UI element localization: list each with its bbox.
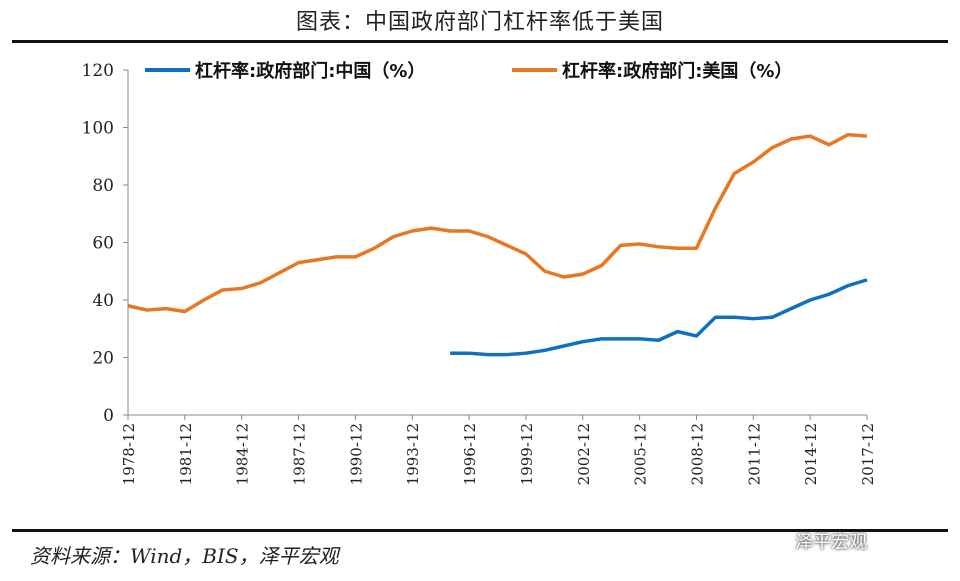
bottom-rule [12,529,948,532]
x-tick-label: 1993-12 [404,423,422,485]
watermark: 泽平宏观 [795,532,867,553]
x-tick-label: 2017-12 [859,423,877,485]
source-note: 资料来源：Wind，BIS，泽平宏观 [30,544,339,568]
x-tick-label: 1984-12 [234,423,252,485]
x-tick-label: 1978-12 [120,423,138,485]
x-tick-label: 2011-12 [745,423,763,485]
top-rule [12,40,948,43]
x-tick-label: 1996-12 [461,423,479,485]
x-tick-label: 1999-12 [518,423,536,485]
y-tick-label: 120 [82,61,114,81]
chart-title: 图表：中国政府部门杠杆率低于美国 [295,10,664,35]
y-tick-label: 80 [92,176,114,196]
x-tick-label: 2002-12 [575,423,593,485]
y-tick-label: 40 [92,291,114,311]
x-tick-label: 2005-12 [632,423,650,485]
legend-label: 杠杆率:政府部门:美国（%） [562,60,792,82]
y-tick-label: 100 [82,119,114,139]
x-tick-label: 1987-12 [291,423,309,485]
x-tick-label: 2008-12 [688,423,706,485]
x-tick-label: 1981-12 [177,423,195,485]
series-line-china [450,278,868,357]
y-tick-label: 20 [92,349,114,369]
y-tick-label: 0 [103,406,114,426]
x-tick-label: 2014-12 [802,423,820,485]
legend-label: 杠杆率:政府部门:中国（%） [195,60,425,82]
x-tick-label: 1990-12 [347,423,365,485]
y-tick-label: 60 [92,234,114,254]
series-line-us [127,132,868,314]
